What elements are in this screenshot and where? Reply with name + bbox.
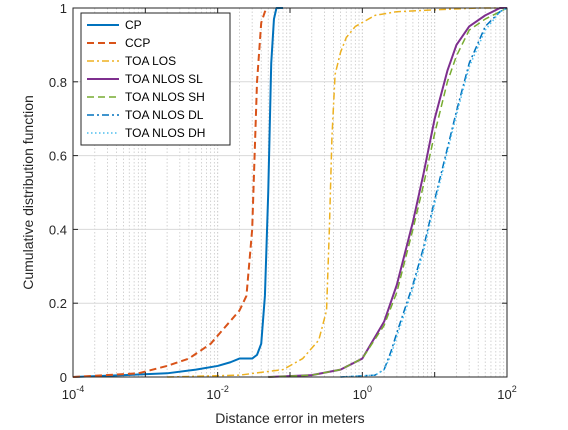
- legend-entry: CP: [125, 18, 142, 32]
- series-line-toa-nlos-dl: [340, 7, 508, 378]
- x-tick-label: 102: [497, 384, 516, 402]
- y-axis-label: Cumulative distribution function: [20, 95, 36, 290]
- y-tick-label: 0.4: [49, 222, 67, 237]
- y-tick-label: 0.8: [49, 75, 67, 90]
- series-line-cp: [72, 7, 283, 378]
- series-line-ccp: [72, 7, 269, 378]
- legend-entry: TOA LOS: [125, 54, 176, 68]
- y-ticks: 0 0.2 0.4 0.6 0.8 1: [49, 1, 507, 385]
- legend-entry: TOA NLOS DL: [125, 108, 204, 122]
- x-tick-label: 100: [353, 384, 372, 402]
- y-tick-label: 1: [60, 1, 67, 16]
- x-tick-label: 10-4: [62, 384, 84, 402]
- legend: CP CCP TOA LOS TOA NLOS SL TOA NLOS SH TOA NL…: [80, 12, 231, 146]
- y-tick-label: 0.2: [49, 296, 67, 311]
- y-tick-label: 0: [60, 370, 67, 385]
- series-line-toa-los: [167, 7, 507, 378]
- legend-entry: TOA NLOS DH: [125, 126, 205, 140]
- series-line-toa-nlos-sh: [268, 7, 508, 378]
- legend-entry: TOA NLOS SL: [125, 72, 203, 86]
- series-line-toa-nlos-dh: [340, 7, 508, 378]
- series-lines: [72, 7, 508, 378]
- y-tick-label: 0.6: [49, 149, 67, 164]
- x-axis-label: Distance error in meters: [215, 410, 364, 426]
- legend-entry: TOA NLOS SH: [125, 90, 205, 104]
- x-ticks: 10-4 10-2 100 102: [62, 8, 517, 402]
- legend-entry: CCP: [125, 36, 150, 50]
- x-tick-label: 10-2: [206, 384, 228, 402]
